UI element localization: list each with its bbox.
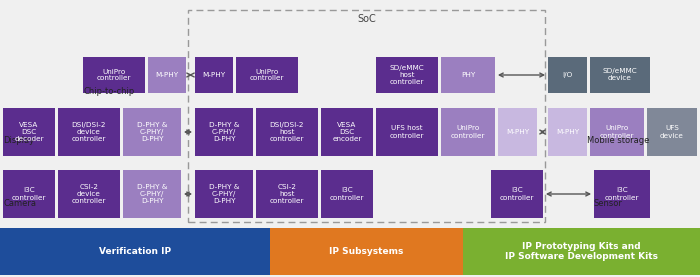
Text: Sensor: Sensor	[594, 199, 623, 208]
Bar	[491, 170, 543, 218]
Bar	[590, 57, 650, 93]
Bar	[256, 170, 318, 218]
Text: IP Prototyping Kits and
IP Software Development Kits: IP Prototyping Kits and IP Software Deve…	[505, 242, 658, 261]
Bar	[3, 170, 55, 218]
Text: Display: Display	[3, 136, 34, 145]
Bar	[83, 57, 145, 93]
Text: UFS host
controller: UFS host controller	[390, 125, 424, 138]
Bar	[441, 108, 495, 156]
Bar	[236, 57, 298, 93]
Bar	[58, 108, 120, 156]
Text: SD/eMMC
device: SD/eMMC device	[603, 68, 638, 81]
Text: VESA
DSC
decoder: VESA DSC decoder	[14, 122, 44, 142]
Bar	[123, 170, 181, 218]
Bar	[0, 228, 270, 275]
Text: M-PHY: M-PHY	[202, 72, 225, 78]
Bar	[148, 57, 186, 93]
Bar	[3, 108, 55, 156]
Bar	[548, 57, 587, 93]
Text: SD/eMMC
host
controller: SD/eMMC host controller	[390, 65, 424, 85]
Bar	[441, 57, 495, 93]
Text: I/O: I/O	[562, 72, 573, 78]
Bar	[188, 10, 545, 222]
Text: Camera: Camera	[3, 199, 36, 208]
Bar	[195, 57, 233, 93]
Text: Mobile storage: Mobile storage	[587, 136, 650, 145]
Bar	[463, 228, 700, 275]
Bar	[376, 57, 438, 93]
Text: I3C
controller: I3C controller	[605, 188, 639, 201]
Bar	[594, 170, 650, 218]
Text: UniPro
controller: UniPro controller	[451, 125, 485, 138]
Text: DSI/DSI-2
host
controller: DSI/DSI-2 host controller	[270, 122, 304, 142]
Text: UniPro
controller: UniPro controller	[600, 125, 634, 138]
Bar	[498, 108, 537, 156]
Text: Verification IP: Verification IP	[99, 247, 171, 256]
Text: I3C
controller: I3C controller	[330, 188, 364, 201]
Text: UFS
device: UFS device	[660, 125, 684, 138]
Bar	[321, 108, 373, 156]
Bar	[195, 170, 253, 218]
Bar	[58, 170, 120, 218]
Bar	[376, 108, 438, 156]
Bar	[548, 108, 587, 156]
Bar	[321, 170, 373, 218]
Text: M-PHY: M-PHY	[506, 129, 529, 135]
Text: D-PHY &
C-PHY/
D-PHY: D-PHY & C-PHY/ D-PHY	[209, 184, 239, 204]
Bar	[256, 108, 318, 156]
Text: PHY: PHY	[461, 72, 475, 78]
Text: CSI-2
host
controller: CSI-2 host controller	[270, 184, 304, 204]
Text: VESA
DSC
encoder: VESA DSC encoder	[332, 122, 362, 142]
Text: M-PHY: M-PHY	[556, 129, 579, 135]
Text: UniPro
controller: UniPro controller	[250, 68, 284, 81]
Text: I3C
controller: I3C controller	[500, 188, 534, 201]
Text: DSI/DSI-2
device
controller: DSI/DSI-2 device controller	[71, 122, 106, 142]
Bar	[123, 108, 181, 156]
Text: IP Subsystems: IP Subsystems	[329, 247, 404, 256]
Text: D-PHY &
C-PHY/
D-PHY: D-PHY & C-PHY/ D-PHY	[136, 122, 167, 142]
Text: D-PHY &
C-PHY/
D-PHY: D-PHY & C-PHY/ D-PHY	[136, 184, 167, 204]
Bar	[590, 108, 644, 156]
Text: D-PHY &
C-PHY/
D-PHY: D-PHY & C-PHY/ D-PHY	[209, 122, 239, 142]
Text: M-PHY: M-PHY	[155, 72, 178, 78]
Bar	[647, 108, 697, 156]
Text: UniPro
controller: UniPro controller	[97, 68, 132, 81]
Text: Chip-to-chip: Chip-to-chip	[83, 87, 134, 96]
Bar	[270, 228, 463, 275]
Text: CSI-2
device
controller: CSI-2 device controller	[71, 184, 106, 204]
Text: SoC: SoC	[358, 14, 377, 24]
Text: I3C
controller: I3C controller	[12, 188, 46, 201]
Bar	[195, 108, 253, 156]
